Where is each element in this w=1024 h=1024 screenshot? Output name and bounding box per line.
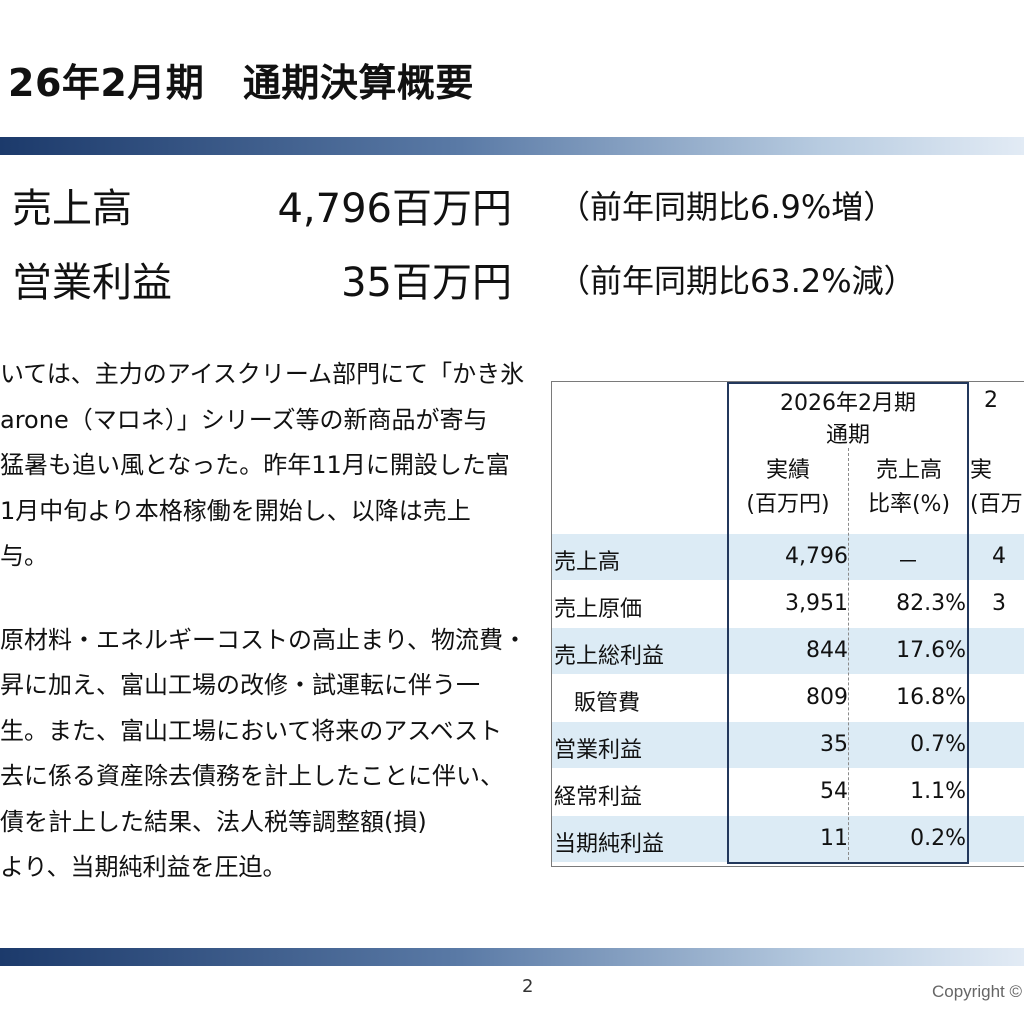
kpi-operating-profit: 営業利益 35百万円 （前年同期比63.2%減） xyxy=(0,250,1024,310)
row-prev-cogs: 3 xyxy=(992,591,1006,616)
row-label-sga: 販管費 xyxy=(574,691,641,716)
row-label-gross-profit: 売上総利益 xyxy=(554,644,665,669)
header-period-line1: 2026年2月期 xyxy=(780,391,916,416)
row-value-ordinary-profit: 54 xyxy=(820,779,848,804)
column-divider xyxy=(848,448,849,860)
header-actual: 実績 (百万円) xyxy=(728,454,848,522)
header-next-period: 2 xyxy=(984,388,998,413)
copyright: Copyright © xyxy=(932,982,1023,1001)
commentary-line: 去に係る資産除去債務を計上したことに伴い、 xyxy=(0,762,504,790)
row-label-sales: 売上高 xyxy=(554,550,621,575)
results-table: 2026年2月期 通期 2 実績 (百万円) 売上高 比率(%) 実 (百万 売… xyxy=(551,381,1024,867)
row-value-cogs: 3,951 xyxy=(785,591,848,616)
commentary-line: 生。また、富山工場において将来のアスベスト xyxy=(0,716,503,745)
header-ratio-line2: 比率(%) xyxy=(867,492,951,517)
row-value-net-income: 11 xyxy=(820,826,848,851)
commentary-line: いては、主力のアイスクリーム部門にて「かき氷 xyxy=(0,360,525,388)
row-ratio-sga: 16.8% xyxy=(896,685,966,710)
page-number: 2 xyxy=(522,976,534,997)
commentary-line: より、当期純利益を圧迫。 xyxy=(0,853,287,881)
commentary-line: 猛暑も追い風となった。昨年11月に開設した富 xyxy=(0,451,510,479)
kpi-operating-profit-note: （前年同期比63.2%減） xyxy=(558,262,916,300)
row-ratio-sales: － xyxy=(896,550,919,575)
kpi-sales-note: （前年同期比6.9%増） xyxy=(558,188,896,226)
commentary: いては、主力のアイスクリーム部門にて「かき氷 arone（マロネ）」シリーズ等の… xyxy=(0,352,538,952)
kpi-operating-profit-value: 35百万円 xyxy=(341,260,512,306)
page-title: 26年2月期 通期決算概要 xyxy=(8,61,474,105)
commentary-line: 債を計上した結果、法人税等調整額(損) xyxy=(0,807,427,836)
commentary-line: 昇に加え、富山工場の改修・試運転に伴う一 xyxy=(0,671,480,699)
commentary-line: 与。 xyxy=(0,542,48,570)
header-prev-actual-line1: 実 xyxy=(970,458,993,483)
row-label-cogs: 売上原価 xyxy=(554,597,643,622)
row-label-ordinary-profit: 経常利益 xyxy=(554,785,643,810)
commentary-paragraph-2: 原材料・エネルギーコストの高止まり、物流費・ 昇に加え、富山工場の改修・試運転に… xyxy=(0,618,538,891)
kpi-sales: 売上高 4,796百万円 （前年同期比6.9%増） xyxy=(0,176,1024,236)
row-value-sales: 4,796 xyxy=(785,544,848,569)
row-value-gross-profit: 844 xyxy=(806,638,848,663)
header-period-line2: 通期 xyxy=(825,423,870,448)
row-shade xyxy=(552,534,1024,580)
row-prev-sales: 4 xyxy=(992,544,1006,569)
header-period: 2026年2月期 通期 xyxy=(728,388,968,452)
header-prev-actual-line2: (百万 xyxy=(970,492,1023,517)
header-actual-line1: 実績 xyxy=(765,458,810,483)
row-ratio-gross-profit: 17.6% xyxy=(896,638,966,663)
row-label-net-income: 当期純利益 xyxy=(554,832,665,857)
header-divider xyxy=(0,137,1024,155)
kpi-sales-label: 売上高 xyxy=(12,186,132,232)
current-period-frame xyxy=(727,382,969,864)
header-actual-line2: (百万円) xyxy=(746,492,830,517)
header-ratio: 売上高 比率(%) xyxy=(850,454,968,522)
commentary-line: arone（マロネ）」シリーズ等の新商品が寄与 xyxy=(0,405,488,434)
row-shade xyxy=(552,816,1024,862)
commentary-line: 原材料・エネルギーコストの高止まり、物流費・ xyxy=(0,625,528,654)
kpi-sales-value: 4,796百万円 xyxy=(277,186,512,232)
row-shade xyxy=(552,628,1024,674)
kpi-operating-profit-label: 営業利益 xyxy=(12,260,172,306)
row-value-operating-profit: 35 xyxy=(820,732,848,757)
row-shade xyxy=(552,722,1024,768)
row-ratio-net-income: 0.2% xyxy=(910,826,966,851)
row-ratio-cogs: 82.3% xyxy=(896,591,966,616)
header-ratio-line1: 売上高 xyxy=(875,458,942,483)
footer-divider xyxy=(0,948,1024,966)
row-ratio-operating-profit: 0.7% xyxy=(910,732,966,757)
row-label-operating-profit: 営業利益 xyxy=(554,738,643,763)
row-ratio-ordinary-profit: 1.1% xyxy=(910,779,966,804)
commentary-line: 1月中旬より本格稼働を開始し、以降は売上 xyxy=(0,496,471,525)
header-prev-actual: 実 (百万 xyxy=(970,454,1024,522)
commentary-paragraph-1: いては、主力のアイスクリーム部門にて「かき氷 arone（マロネ）」シリーズ等の… xyxy=(0,352,538,580)
row-value-sga: 809 xyxy=(806,685,848,710)
